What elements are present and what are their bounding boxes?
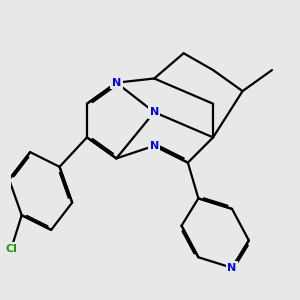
Text: N: N (150, 107, 159, 117)
Text: N: N (150, 141, 159, 151)
Text: N: N (227, 263, 237, 273)
Text: N: N (112, 78, 121, 88)
Text: Cl: Cl (5, 244, 17, 254)
